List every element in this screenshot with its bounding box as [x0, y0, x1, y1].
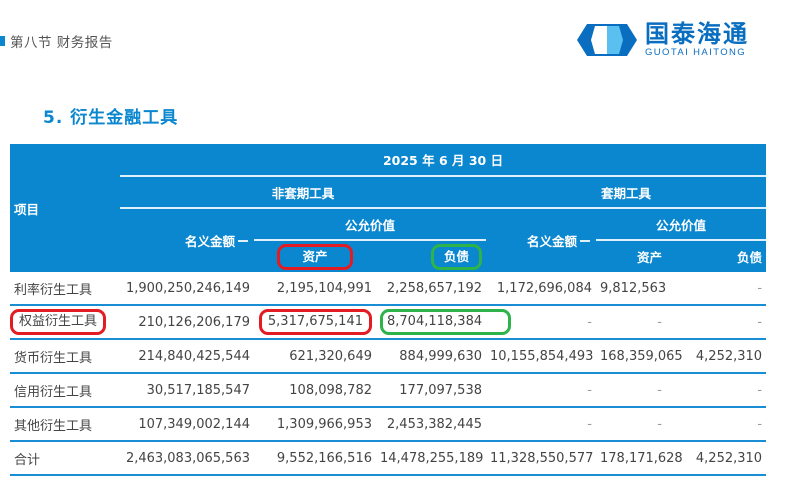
header-hedging-liabilities: 负债 [686, 240, 767, 272]
cell-h-liabilities: - [686, 407, 767, 442]
table-row: 利率衍生工具 1,900,250,246,149 2,195,104,991 2… [10, 272, 767, 306]
cell-nh-nominal: 214,840,425,544 [120, 339, 254, 374]
header-non-hedging-assets: 资产 [254, 240, 376, 272]
logo-english-text: GUOTAI HAITONG [645, 47, 747, 58]
header-non-hedging-fair-value: 公允价值 [254, 208, 486, 241]
cell-nh-assets: 2,195,104,991 [254, 272, 376, 306]
cell-h-assets: - [596, 373, 686, 408]
row-label: 信用衍生工具 [10, 373, 120, 408]
row-label: 利率衍生工具 [10, 272, 120, 306]
header-hedging: 套期工具 [486, 176, 767, 209]
cell-nh-assets: 9,552,166,516 [254, 441, 376, 476]
cell-nh-assets: 108,098,782 [254, 373, 376, 408]
table-row-total: 合计 2,463,083,065,563 9,552,166,516 14,47… [10, 441, 767, 476]
company-logo: 国泰海通 GUOTAI HAITONG [577, 21, 749, 58]
logo-mark-icon [577, 23, 637, 56]
cell-nh-assets: 621,320,649 [254, 339, 376, 374]
header-non-hedging-nominal: 名义金额 [120, 208, 254, 272]
annotation-green-box: 负债 [430, 243, 482, 270]
annotation-red-box: 权益衍生工具 [10, 309, 107, 335]
header-hedging-assets: 资产 [596, 240, 686, 272]
cell-h-liabilities: 4,252,310 [686, 441, 767, 476]
header-non-hedging-liabilities: 负债 [376, 240, 486, 272]
cell-nh-nominal: 2,463,083,065,563 [120, 441, 254, 476]
cell-h-liabilities: 4,252,310 [686, 339, 767, 374]
cell-nh-nominal: 1,900,250,246,149 [120, 272, 254, 306]
cell-nh-nominal: 30,517,185,547 [120, 373, 254, 408]
section-marker [0, 36, 5, 46]
report-section-header: 第八节 财务报告 [0, 31, 113, 51]
cell-nh-liabilities: 2,453,382,445 [376, 407, 486, 442]
logo-chinese-text: 国泰海通 [645, 20, 749, 48]
header-item: 项目 [10, 144, 120, 272]
table-row: 信用衍生工具 30,517,185,547 108,098,782 177,09… [10, 373, 767, 408]
row-label: 合计 [10, 441, 120, 476]
table-row: 货币衍生工具 214,840,425,544 621,320,649 884,9… [10, 339, 767, 374]
cell-h-nominal: - [486, 407, 596, 442]
cell-nh-liabilities: 2,258,657,192 [376, 272, 486, 306]
table-row: 其他衍生工具 107,349,002,144 1,309,966,953 2,4… [10, 407, 767, 442]
cell-nh-assets: 1,309,966,953 [254, 407, 376, 442]
cell-nh-nominal: 107,349,002,144 [120, 407, 254, 442]
cell-h-nominal: 11,328,550,577 [486, 441, 596, 476]
cell-h-liabilities: - [686, 373, 767, 408]
header-hedging-nominal: 名义金额 [486, 208, 596, 272]
cell-h-assets: - [596, 305, 686, 340]
header-non-hedging: 非套期工具 [120, 176, 486, 209]
cell-nh-liabilities: 177,097,538 [376, 373, 486, 408]
annotation-green-box: 8,704,118,384 [380, 309, 512, 335]
row-label: 货币衍生工具 [10, 339, 120, 374]
table-row: 权益衍生工具 210,126,206,179 5,317,675,141 8,7… [10, 305, 767, 340]
section-label: 第八节 财务报告 [10, 35, 113, 51]
cell-h-liabilities: - [686, 272, 767, 306]
cell-nh-liabilities: 884,999,630 [376, 339, 486, 374]
cell-nh-assets: 5,317,675,141 [254, 305, 376, 340]
cell-h-nominal: 10,155,854,493 [486, 339, 596, 374]
row-label: 权益衍生工具 [10, 305, 120, 340]
cell-nh-nominal: 210,126,206,179 [120, 305, 254, 340]
section-title: 5. 衍生金融工具 [43, 108, 179, 128]
derivatives-table: 项目 2025 年 6 月 30 日 非套期工具 套期工具 名义金额 公允价值 … [10, 144, 767, 476]
header-date: 2025 年 6 月 30 日 [120, 144, 767, 177]
cell-h-assets: 9,812,563 [596, 272, 686, 306]
cell-h-assets: - [596, 407, 686, 442]
row-label: 其他衍生工具 [10, 407, 120, 442]
annotation-red-box: 资产 [277, 243, 353, 270]
cell-h-assets: 178,171,628 [596, 441, 686, 476]
annotation-red-box: 5,317,675,141 [258, 309, 372, 335]
cell-nh-liabilities: 14,478,255,189 [376, 441, 486, 476]
cell-h-nominal: 1,172,696,084 [486, 272, 596, 306]
cell-h-nominal: - [486, 373, 596, 408]
cell-h-liabilities: - [686, 305, 767, 340]
cell-nh-liabilities: 8,704,118,384 [376, 305, 512, 340]
header-hedging-fair-value: 公允价值 [596, 208, 767, 241]
cell-h-assets: 168,359,065 [596, 339, 686, 374]
